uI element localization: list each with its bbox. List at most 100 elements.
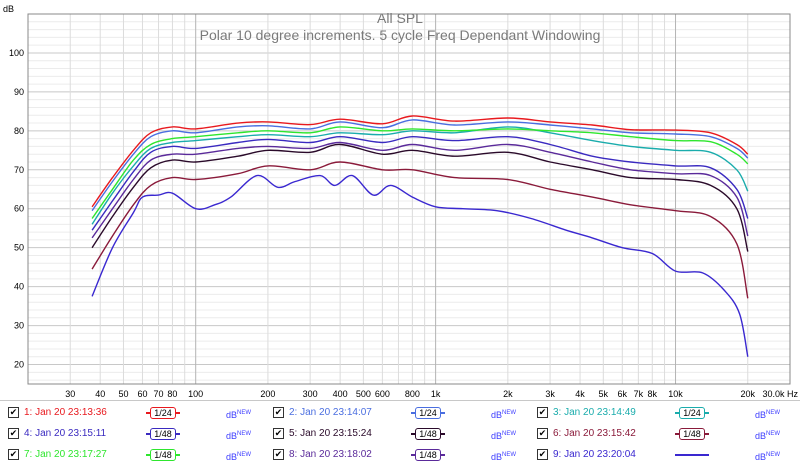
- legend-unit-label: dBNEW: [226, 431, 252, 441]
- series-visibility-checkbox[interactable]: ✔: [537, 428, 548, 439]
- legend-unit-label: dBNEW: [755, 431, 781, 441]
- smoothing-label: 1/48: [150, 428, 176, 440]
- series-line-2: [91, 119, 749, 212]
- line-sample: [146, 454, 150, 456]
- line-sample: [176, 412, 180, 414]
- line-sample: [176, 433, 180, 435]
- trace-line-style-button[interactable]: 1/48: [146, 428, 180, 440]
- legend-entry-5: ✔ 5: Jan 20 23:15:24 1/48 dBNEW: [273, 426, 533, 442]
- series-visibility-checkbox[interactable]: ✔: [273, 407, 284, 418]
- y-tick-label: 60: [14, 204, 24, 214]
- legend-unit-label: dBNEW: [226, 410, 252, 420]
- trace-line-style-button[interactable]: 1/48: [411, 428, 445, 440]
- line-sample: [441, 433, 445, 435]
- smoothing-label: 1/48: [415, 428, 441, 440]
- series-line-3: [91, 126, 749, 225]
- series-visibility-checkbox[interactable]: ✔: [537, 449, 548, 460]
- y-tick-labels: 20 30 40 50 60 70 80 90 100: [9, 48, 24, 370]
- series-line-8: [91, 141, 749, 239]
- smoothing-label: 1/48: [415, 449, 441, 461]
- legend-unit-label: dBNEW: [491, 410, 517, 420]
- trace-line-style-button[interactable]: 1/48: [146, 449, 180, 461]
- legend-series-name: 4: Jan 20 23:15:11: [24, 428, 107, 439]
- trace-line-style-button[interactable]: 1/24: [411, 407, 445, 419]
- line-sample: [675, 454, 709, 456]
- trace-line-style-button[interactable]: [675, 449, 709, 460]
- line-sample: [146, 433, 150, 435]
- legend-unit-label: dBNEW: [755, 410, 781, 420]
- x-tick-label: 60: [137, 389, 147, 399]
- series-visibility-checkbox[interactable]: ✔: [537, 407, 548, 418]
- y-tick-label: 80: [14, 126, 24, 136]
- x-tick-label: 2k: [503, 389, 513, 399]
- x-tick-label: 200: [260, 389, 275, 399]
- line-sample: [441, 412, 445, 414]
- trace-line-style-button[interactable]: 1/24: [675, 407, 709, 419]
- x-tick-label: 300: [303, 389, 318, 399]
- x-tick-label: 80: [167, 389, 177, 399]
- legend-series-name: 3: Jan 20 23:14:49: [553, 407, 636, 418]
- x-tick-label: 4k: [575, 389, 585, 399]
- x-tick-labels: 30 40 50 60 70 80 100 200 300 400 500 600 800 1k 2k 3k 4…: [65, 389, 798, 399]
- plot-background: [28, 14, 790, 384]
- trace-line-style-button[interactable]: 1/48: [675, 428, 709, 440]
- series-line-7: [91, 126, 749, 219]
- legend-series-name: 1: Jan 20 23:13:36: [24, 407, 107, 418]
- y-tick-label: 20: [14, 360, 24, 370]
- legend-entry-3: ✔ 3: Jan 20 23:14:49 1/24 dBNEW: [537, 405, 797, 421]
- series-line-4: [91, 135, 749, 231]
- legend-entry-7: ✔ 7: Jan 20 23:17:27 1/48 dBNEW: [8, 447, 268, 463]
- legend-unit-label: dBNEW: [226, 452, 252, 462]
- legend-entry-2: ✔ 2: Jan 20 23:14:07 1/24 dBNEW: [273, 405, 533, 421]
- legend-series-name: 5: Jan 20 23:15:24: [289, 428, 372, 439]
- x-tick-label: 70: [154, 389, 164, 399]
- x-tick-label: 400: [333, 389, 348, 399]
- legend-series-name: 9: Jan 20 23:20:04: [553, 449, 636, 460]
- x-tick-label: 600: [375, 389, 390, 399]
- x-tick-label: 7k: [634, 389, 644, 399]
- series-visibility-checkbox[interactable]: ✔: [8, 449, 19, 460]
- line-sample: [411, 433, 415, 435]
- smoothing-label: 1/24: [679, 407, 705, 419]
- legend-series-name: 8: Jan 20 23:18:02: [289, 449, 372, 460]
- smoothing-label: 1/48: [150, 449, 176, 461]
- legend-entry-1: ✔ 1: Jan 20 23:13:36 1/24 dBNEW: [8, 405, 268, 421]
- y-tick-label: 50: [14, 243, 24, 253]
- x-tick-label: 50: [118, 389, 128, 399]
- series-line-6: [91, 161, 749, 299]
- series-line-1: [91, 115, 749, 208]
- y-tick-label: 90: [14, 87, 24, 97]
- plot-frame: [27, 13, 791, 385]
- y-tick-label: 70: [14, 165, 24, 175]
- y-tick-label: 100: [9, 48, 24, 58]
- x-tick-label: 5k: [599, 389, 609, 399]
- line-sample: [411, 454, 415, 456]
- x-tick-label: 10k: [668, 389, 683, 399]
- series-visibility-checkbox[interactable]: ✔: [8, 428, 19, 439]
- line-sample: [411, 412, 415, 414]
- legend-entry-4: ✔ 4: Jan 20 23:15:11 1/48 dBNEW: [8, 426, 268, 442]
- legend-entry-9: ✔ 9: Jan 20 23:20:04 dBNEW: [537, 447, 797, 463]
- series-visibility-checkbox[interactable]: ✔: [273, 428, 284, 439]
- series-visibility-checkbox[interactable]: ✔: [8, 407, 19, 418]
- series-line-9: [91, 174, 749, 357]
- x-tick-label: 20k: [740, 389, 755, 399]
- legend-unit-label: dBNEW: [491, 452, 517, 462]
- trace-line-style-button[interactable]: 1/48: [411, 449, 445, 461]
- series-lines: [91, 115, 749, 357]
- x-tick-label: 100: [188, 389, 203, 399]
- legend-series-name: 7: Jan 20 23:17:27: [24, 449, 107, 460]
- x-tick-label: 1k: [431, 389, 441, 399]
- x-tick-label: 3k: [545, 389, 555, 399]
- line-sample: [176, 454, 180, 456]
- chart-area: 20 30 40 50 60 70 80 90 100 30 40 50 60 70 80 100 200 30…: [3, 4, 798, 399]
- trace-line-style-button[interactable]: 1/24: [146, 407, 180, 419]
- legend: ✔ 1: Jan 20 23:13:36 1/24 dBNEW ✔ 2: Jan 20 2…: [0, 400, 800, 466]
- x-tick-label: 30: [65, 389, 75, 399]
- series-visibility-checkbox[interactable]: ✔: [273, 449, 284, 460]
- series-line-5: [91, 143, 749, 252]
- y-tick-label: 40: [14, 282, 24, 292]
- x-tick-label: 40: [95, 389, 105, 399]
- legend-series-name: 6: Jan 20 23:15:42: [553, 428, 636, 439]
